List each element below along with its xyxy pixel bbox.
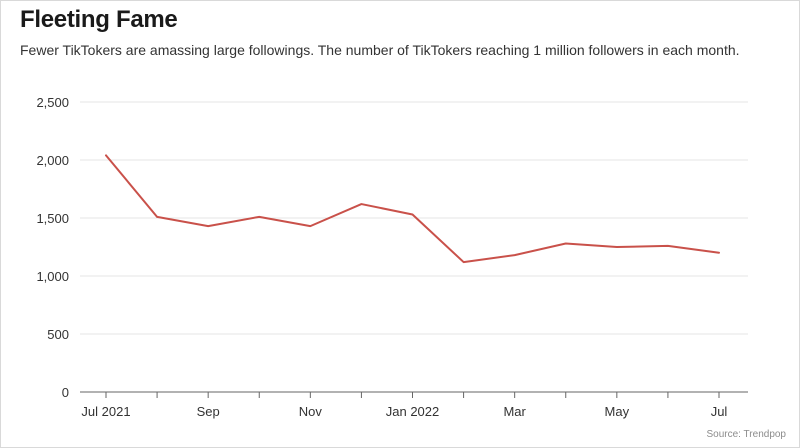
x-tick-label-4: Nov (299, 404, 323, 419)
x-tick-label-2: Sep (197, 404, 220, 419)
data-point-6 (412, 214, 414, 216)
x-tick-label-8: Mar (503, 404, 526, 419)
gridlines (80, 101, 748, 335)
data-point-11 (667, 245, 669, 247)
data-point-3 (258, 216, 260, 218)
y-tick-label-1500: 1,500 (36, 211, 69, 226)
series-layer (105, 154, 720, 264)
data-point-5 (360, 203, 362, 205)
data-point-4 (309, 225, 311, 227)
y-tick-label-2500: 2,500 (36, 95, 69, 110)
y-tick-label-0: 0 (62, 385, 69, 400)
data-point-10 (616, 246, 618, 248)
series-line-0 (105, 154, 720, 264)
x-tick-label-0: Jul 2021 (81, 404, 130, 419)
y-tick-label-2000: 2,000 (36, 153, 69, 168)
y-tick-label-1000: 1,000 (36, 269, 69, 284)
data-point-0 (105, 154, 107, 156)
y-tick-label-500: 500 (47, 327, 69, 342)
data-point-7 (463, 261, 465, 263)
x-axis: Jul 2021 Sep Nov Jan 2022 Mar May Jul (80, 391, 748, 419)
chart-subtitle: Fewer TikTokers are amassing large follo… (20, 42, 740, 58)
x-tick-label-10: May (605, 404, 630, 419)
y-axis-ticks: 0 500 1,000 1,500 2,000 2,500 (36, 95, 69, 400)
source-note: Source: Trendpop (706, 429, 787, 440)
x-tick-label-6: Jan 2022 (386, 404, 440, 419)
data-point-8 (514, 254, 516, 256)
data-point-2 (207, 225, 209, 227)
x-tick-label-12: Jul (711, 404, 728, 419)
data-point-9 (565, 243, 567, 245)
data-point-1 (156, 216, 158, 218)
chart-title: Fleeting Fame (20, 6, 178, 33)
data-point-12 (718, 252, 720, 254)
